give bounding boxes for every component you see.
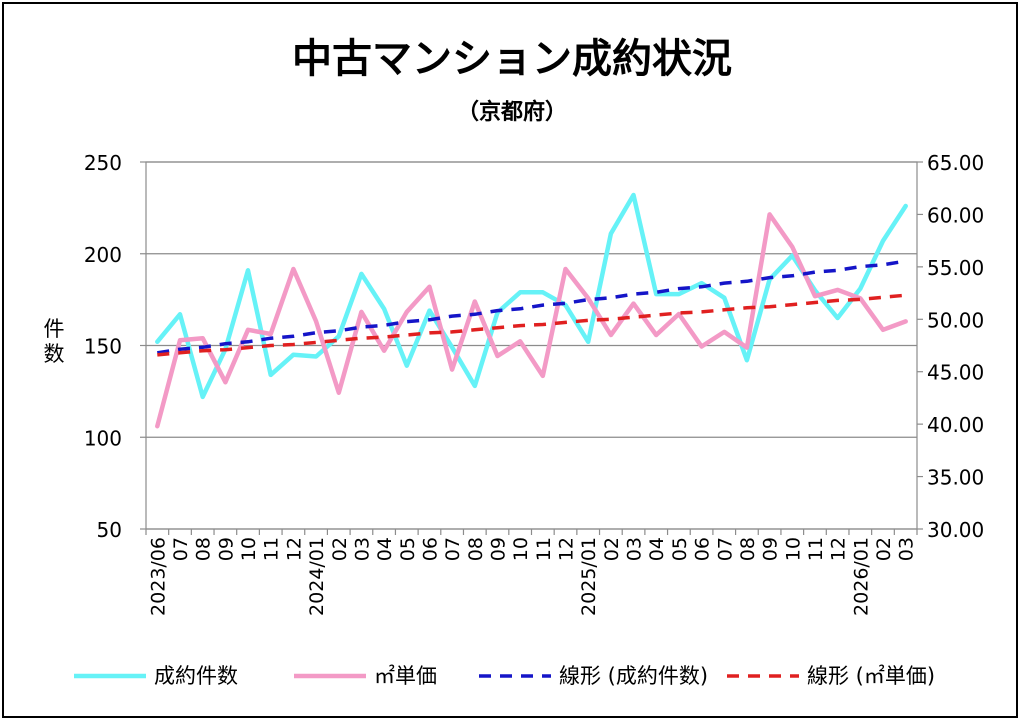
x-tick-label: 11 xyxy=(261,537,283,561)
y-axis-label-char: 件 xyxy=(44,317,65,341)
x-tick-label: 2026/01 xyxy=(850,537,872,616)
y2-tick-label: 65.00 xyxy=(927,151,984,175)
y2-tick-label: 30.00 xyxy=(927,518,984,542)
chart-title: 中古マンション成約状況 xyxy=(292,36,732,82)
y-tick-label: 100 xyxy=(84,426,122,450)
legend-label-3: 線形 (成約件数) xyxy=(559,664,708,688)
legend-label-4: 線形 (㎡単価) xyxy=(807,664,935,688)
grid-lines xyxy=(146,161,917,530)
x-tick-label: 02 xyxy=(329,537,351,561)
x-tick-label: 10 xyxy=(510,537,532,561)
legend-label-2: ㎡単価 xyxy=(374,664,437,688)
x-tick-label: 2025/01 xyxy=(578,537,600,616)
x-tick-label: 03 xyxy=(624,537,646,561)
x-tick-label: 08 xyxy=(193,537,215,561)
y2-tick-label: 60.00 xyxy=(927,203,984,227)
x-tick-label: 07 xyxy=(442,537,464,561)
y2-tick-label: 55.00 xyxy=(927,256,984,280)
x-tick-label: 04 xyxy=(646,537,668,561)
x-tick-label: 11 xyxy=(533,537,555,561)
legend-label-1: 成約件数 xyxy=(154,664,238,688)
x-tick-label: 06 xyxy=(419,537,441,561)
series-layer xyxy=(155,192,908,429)
x-tick-label: 08 xyxy=(465,537,487,561)
x-tick-label: 09 xyxy=(487,537,509,561)
x-tick-label: 2024/01 xyxy=(306,537,328,616)
y2-tick-label: 50.00 xyxy=(927,308,984,332)
y-axis-label-char: 数 xyxy=(44,342,65,366)
x-tick-label: 06 xyxy=(692,537,714,561)
y-tick-label: 150 xyxy=(84,335,122,359)
x-tick-label: 10 xyxy=(782,537,804,561)
x-tick-label: 10 xyxy=(238,537,260,561)
x-tick-label: 03 xyxy=(896,537,918,561)
chart-subtitle: （京都府） xyxy=(457,99,567,125)
axes: 50 100 150 200 250 30.00 35.00 40.00 45.00 50.00 5… xyxy=(84,151,984,616)
x-tick-label: 09 xyxy=(760,537,782,561)
x-tick-label: 11 xyxy=(805,537,827,561)
y-tick-label: 250 xyxy=(84,151,122,175)
x-tick-label: 02 xyxy=(601,537,623,561)
x-tick-label: 12 xyxy=(283,537,305,561)
x-tick-label: 2023/06 xyxy=(147,537,169,616)
x-tick-label: 05 xyxy=(669,537,691,561)
x-tick-label: 12 xyxy=(556,537,578,561)
x-tick-label: 09 xyxy=(215,537,237,561)
x-tick-label: 03 xyxy=(351,537,373,561)
x-tick-label: 07 xyxy=(170,537,192,561)
x-tick-label: 04 xyxy=(374,537,396,561)
y-tick-label: 50 xyxy=(97,518,122,542)
series-line-2 xyxy=(155,212,908,429)
x-tick-label: 07 xyxy=(714,537,736,561)
y2-tick-label: 45.00 xyxy=(927,361,984,385)
x-tick-label: 02 xyxy=(873,537,895,561)
x-tick-label: 05 xyxy=(397,537,419,561)
series-line-1 xyxy=(155,192,908,400)
y2-tick-label: 35.00 xyxy=(927,466,984,490)
legend: 成約件数 ㎡単価 線形 (成約件数) 線形 (㎡単価) xyxy=(74,664,935,688)
y2-tick-label: 40.00 xyxy=(927,413,984,437)
series-line-3 xyxy=(157,259,906,355)
y-tick-label: 200 xyxy=(84,243,122,267)
x-tick-label: 12 xyxy=(828,537,850,561)
x-tick-label: 08 xyxy=(737,537,759,561)
y-axis-label: 件数 xyxy=(44,317,65,366)
chart-svg: 中古マンション成約状況 （京都府） 50 100 150 200 250 30.00 35.… xyxy=(44,36,985,688)
